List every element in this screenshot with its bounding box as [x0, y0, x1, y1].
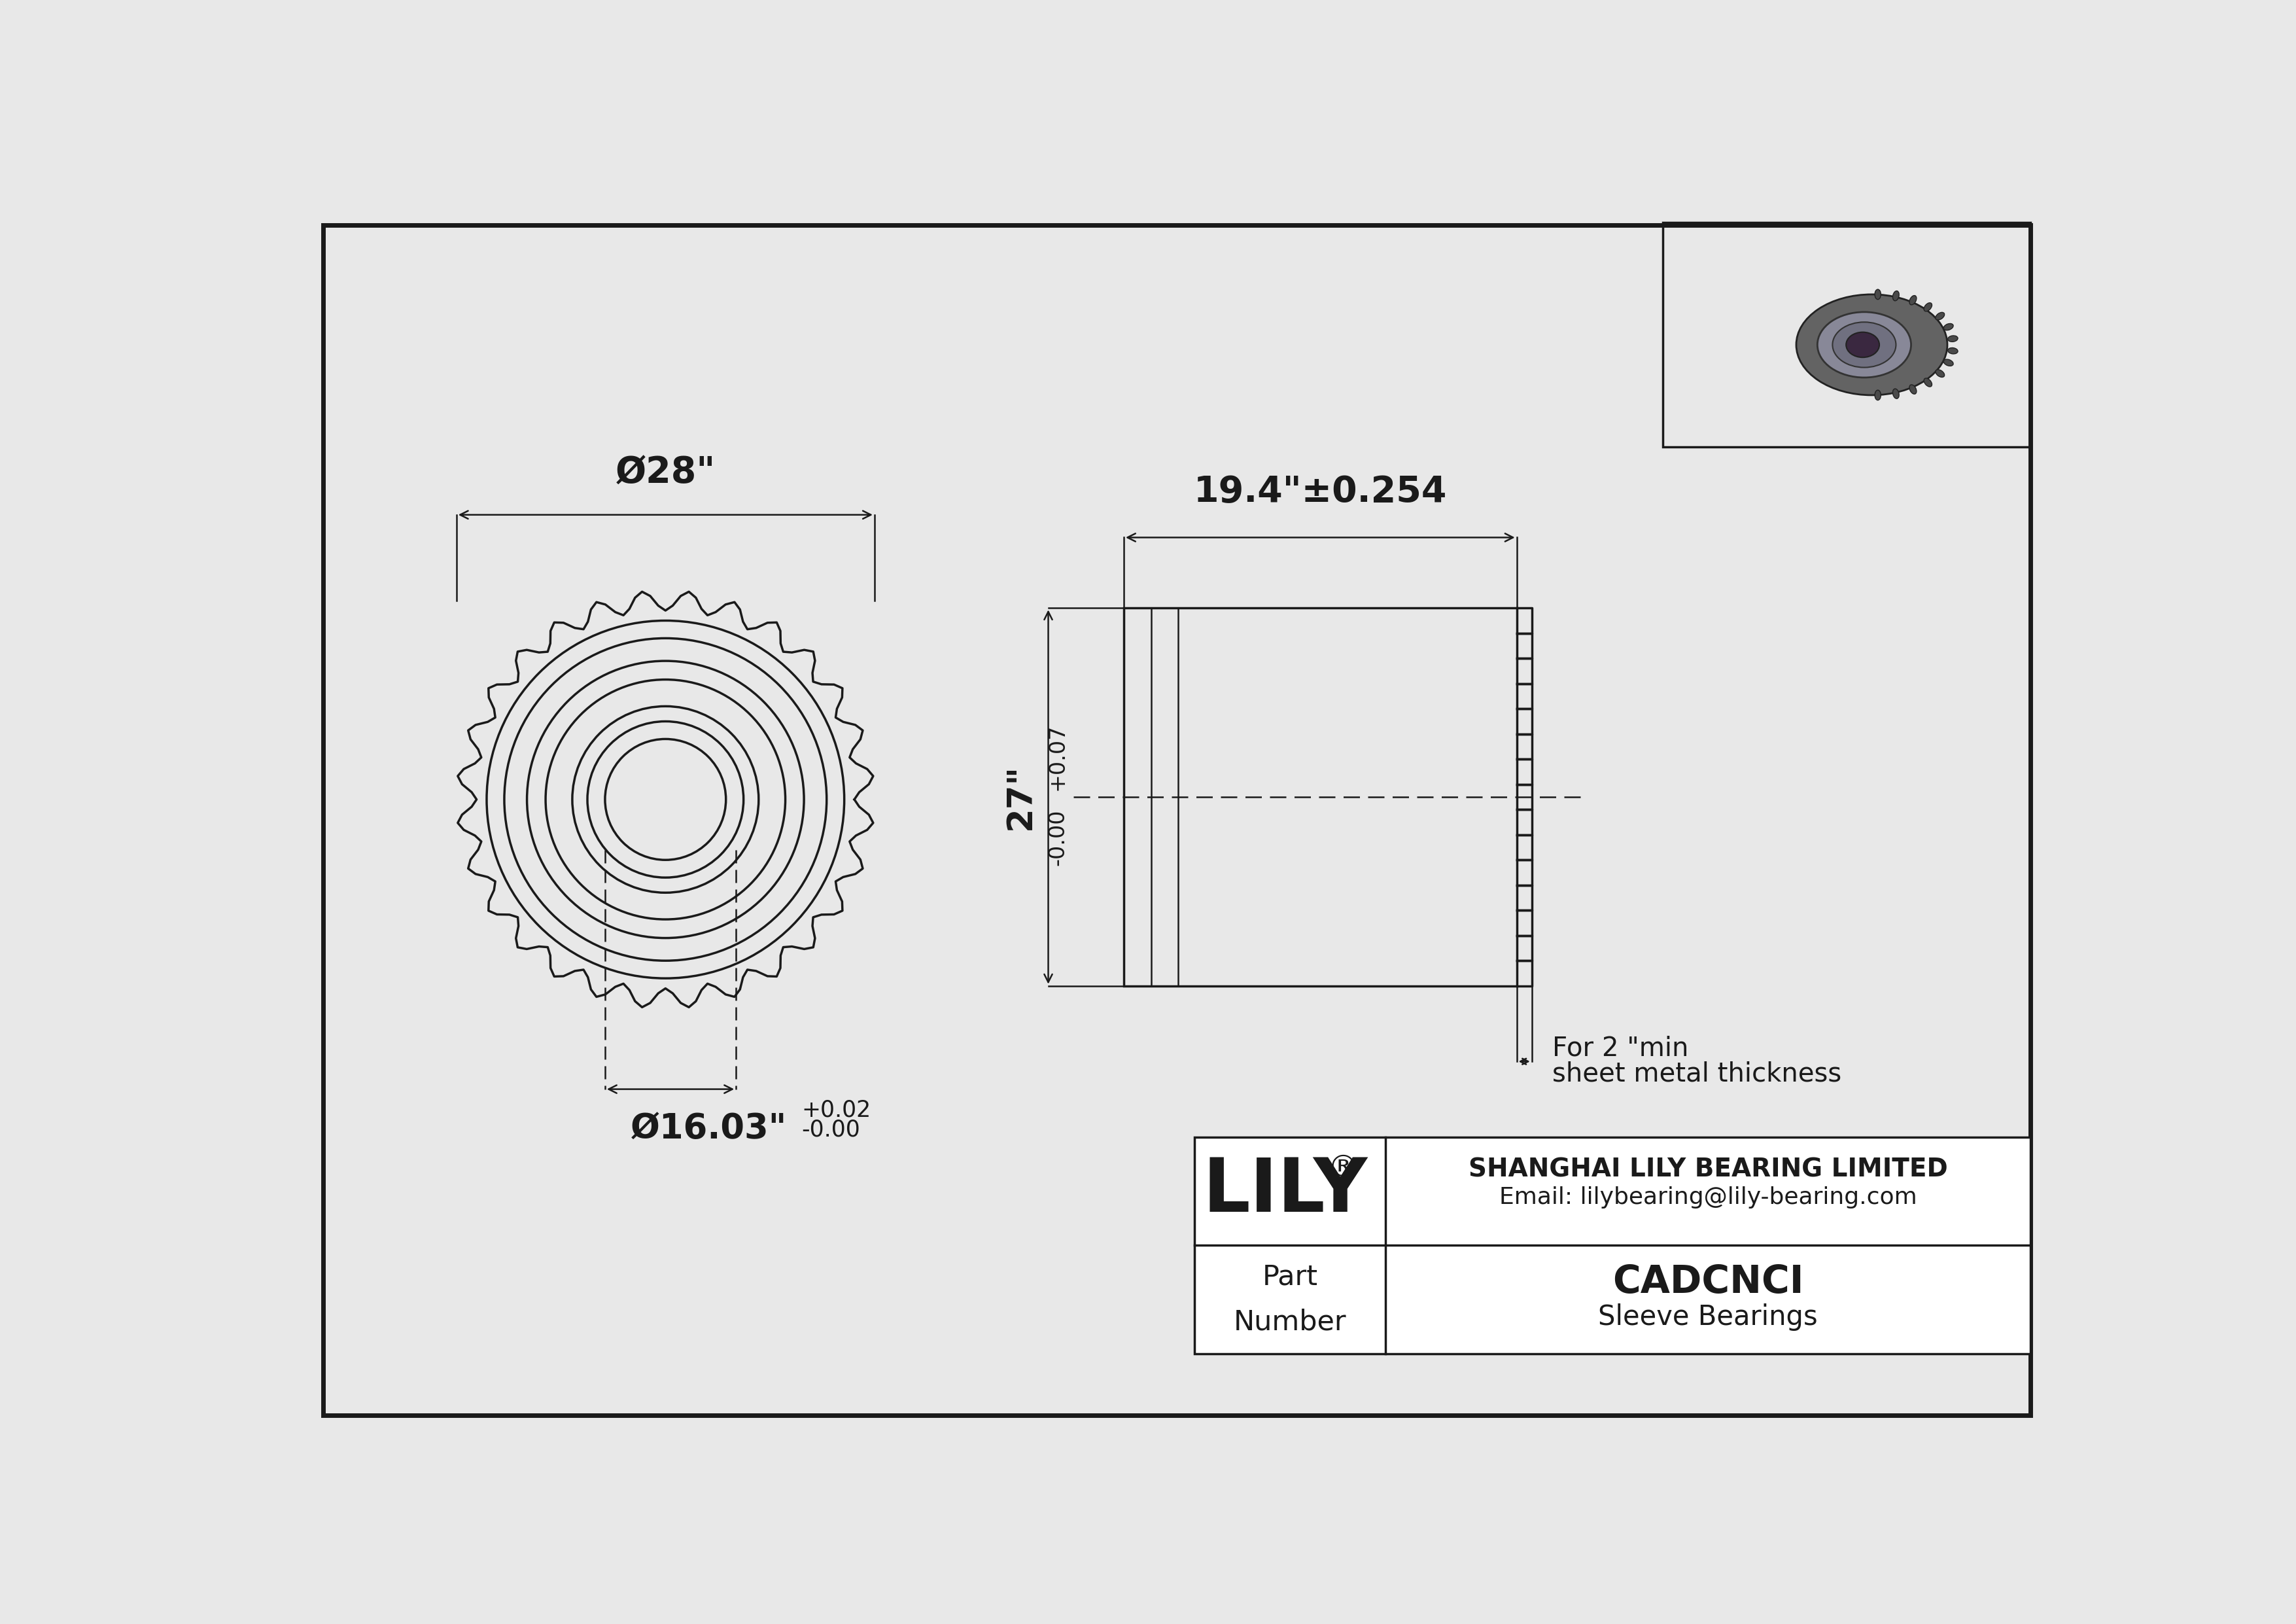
Text: -0.00: -0.00	[801, 1119, 861, 1140]
Ellipse shape	[1947, 348, 1958, 354]
Text: Ø16.03": Ø16.03"	[629, 1112, 788, 1147]
Ellipse shape	[1876, 289, 1880, 299]
Ellipse shape	[1945, 359, 1954, 365]
Ellipse shape	[1947, 336, 1958, 341]
Text: sheet metal thickness: sheet metal thickness	[1552, 1060, 1841, 1086]
Ellipse shape	[1924, 378, 1931, 387]
Ellipse shape	[1832, 322, 1896, 367]
Text: Sleeve Bearings: Sleeve Bearings	[1598, 1304, 1818, 1332]
Ellipse shape	[1945, 323, 1954, 330]
Ellipse shape	[1892, 291, 1899, 300]
Text: 19.4"±0.254: 19.4"±0.254	[1194, 474, 1446, 510]
Ellipse shape	[1876, 390, 1880, 400]
Bar	[1123, 607, 1518, 986]
Ellipse shape	[1924, 302, 1931, 312]
Text: -0.00: -0.00	[1047, 809, 1068, 866]
Bar	[1662, 222, 2030, 447]
Ellipse shape	[1892, 388, 1899, 398]
Text: CADCNCI: CADCNCI	[1612, 1263, 1805, 1301]
Ellipse shape	[1936, 370, 1945, 377]
Text: Ø28": Ø28"	[615, 455, 716, 489]
Text: SHANGHAI LILY BEARING LIMITED: SHANGHAI LILY BEARING LIMITED	[1469, 1158, 1947, 1182]
Text: Part
Number: Part Number	[1233, 1263, 1345, 1335]
Bar	[1194, 1137, 2030, 1354]
Ellipse shape	[1910, 296, 1917, 305]
Ellipse shape	[1795, 294, 1947, 395]
Ellipse shape	[1846, 333, 1880, 357]
Text: +0.02: +0.02	[801, 1099, 870, 1122]
Text: ®: ®	[1327, 1153, 1359, 1184]
Text: For 2 "min: For 2 "min	[1552, 1036, 1688, 1062]
Text: Email: lilybearing@lily-bearing.com: Email: lilybearing@lily-bearing.com	[1499, 1187, 1917, 1208]
Text: +0.07: +0.07	[1047, 723, 1068, 791]
Ellipse shape	[1936, 312, 1945, 320]
Ellipse shape	[1818, 312, 1910, 377]
Text: LILY: LILY	[1203, 1155, 1368, 1228]
Ellipse shape	[1910, 385, 1917, 395]
Text: 27": 27"	[1003, 763, 1038, 830]
